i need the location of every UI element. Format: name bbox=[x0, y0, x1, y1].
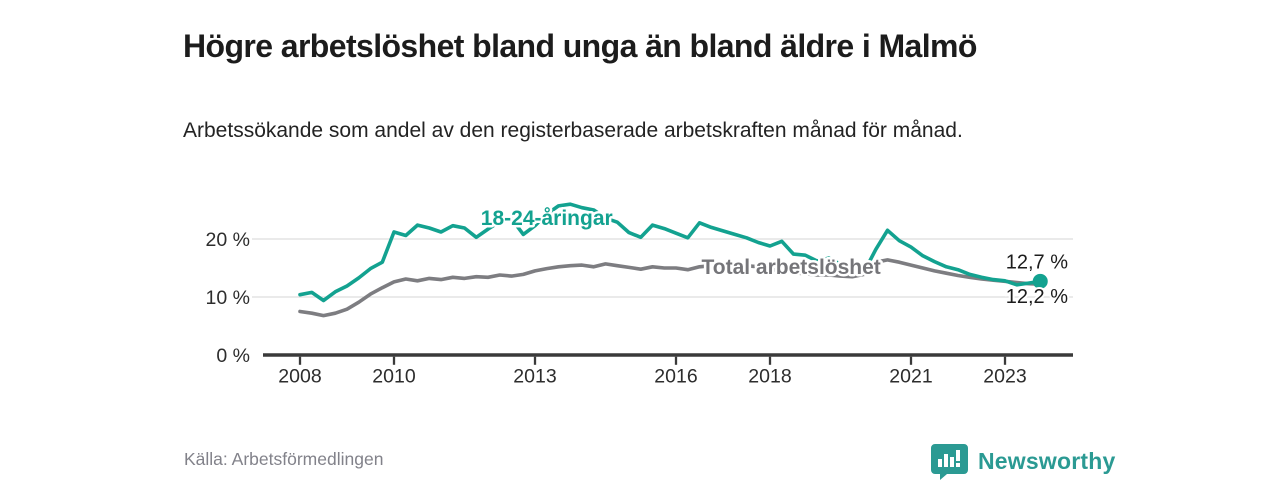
series-end-value: 12,7 % bbox=[1006, 251, 1068, 273]
series-label: 18-24-åringar bbox=[481, 207, 613, 230]
y-tick-label: 10 % bbox=[206, 287, 250, 309]
source-note: Källa: Arbetsförmedlingen bbox=[184, 449, 384, 469]
y-tick-label: 20 % bbox=[206, 229, 250, 251]
x-tick-label: 2013 bbox=[513, 366, 556, 388]
x-tick-label: 2023 bbox=[983, 366, 1026, 388]
x-tick-label: 2008 bbox=[278, 366, 321, 388]
y-tick-label: 0 % bbox=[216, 345, 250, 367]
series-line bbox=[298, 202, 1043, 303]
page-title: Högre arbetslöshet bland unga än bland ä… bbox=[183, 28, 977, 65]
newsworthy-speech-bubble-bars-icon bbox=[931, 444, 968, 480]
brand-logo: Newsworthy bbox=[930, 443, 1115, 480]
unemployment-line-chart: 2008 2010 2013 2016 2018 2021 2023 0 % 10 % 20 % T… bbox=[206, 202, 1073, 388]
series-label: Total arbetslöshet bbox=[701, 256, 880, 279]
x-tick-label: 2018 bbox=[748, 366, 791, 388]
series-end-value: 12,2 % bbox=[1006, 286, 1068, 308]
x-tick-label: 2016 bbox=[654, 366, 697, 388]
chart-area: 2008 2010 2013 2016 2018 2021 2023 0 % 10 % 20 % T… bbox=[170, 186, 1090, 396]
x-tick-label: 2021 bbox=[889, 366, 932, 388]
chart-subtitle: Arbetssökande som andel av den registerb… bbox=[183, 119, 963, 142]
brand-wordmark: Newsworthy bbox=[978, 448, 1116, 474]
x-tick-label: 2010 bbox=[372, 366, 416, 388]
series-line bbox=[298, 258, 1043, 318]
series-end-dot bbox=[1032, 273, 1048, 289]
